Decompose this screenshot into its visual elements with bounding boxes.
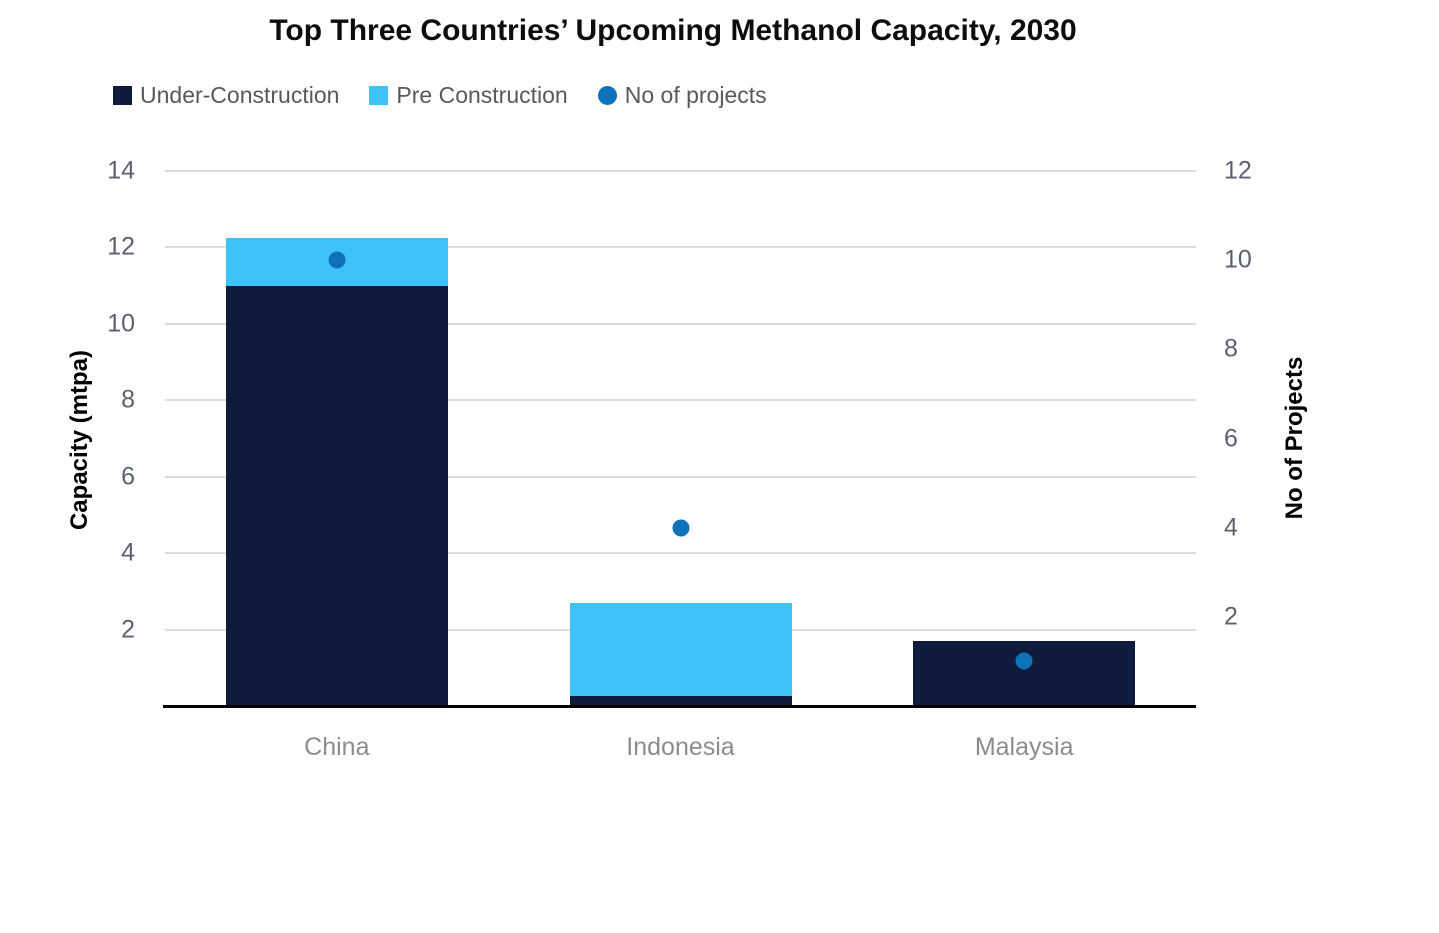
left-axis-tick-label: 12 <box>107 232 135 261</box>
projects-dot-malaysia <box>1015 652 1033 670</box>
under-construction-swatch-icon <box>113 86 132 105</box>
left-axis-tick-label: 4 <box>121 538 135 567</box>
left-axis-tick-label: 14 <box>107 156 135 185</box>
legend-item-under-construction: Under-Construction <box>113 82 339 109</box>
left-axis-tick-label: 2 <box>121 615 135 644</box>
legend-label-no-of-projects: No of projects <box>624 82 767 108</box>
bar-indonesia-pre-construction <box>569 602 792 697</box>
projects-dot-indonesia <box>672 519 689 537</box>
right-axis-tick-label: 12 <box>1224 156 1252 185</box>
legend-label-pre-construction: Pre Construction <box>396 82 568 108</box>
pre-construction-swatch-icon <box>369 86 389 105</box>
x-axis-line <box>163 705 1196 708</box>
projects-dot-swatch-icon <box>597 86 617 105</box>
gridline <box>165 246 1196 249</box>
legend-label-under-construction: Under-Construction <box>140 82 340 108</box>
gridline <box>165 552 1196 555</box>
category-label-indonesia: Indonesia <box>626 733 735 761</box>
category-label-china: China <box>304 733 370 761</box>
left-axis-tick-label: 8 <box>121 385 135 414</box>
right-axis-tick-label: 6 <box>1224 424 1238 452</box>
gridline <box>165 322 1196 325</box>
gridline <box>165 170 1196 172</box>
right-axis-tick-label: 10 <box>1224 245 1252 274</box>
left-axis-tick-label: 6 <box>121 462 135 491</box>
bar-indonesia-under-construction <box>569 696 792 706</box>
right-axis-tick-label: 2 <box>1224 602 1238 631</box>
bar-china-under-construction <box>225 285 448 706</box>
chart-title: Top Three Countries’ Upcoming Methanol C… <box>269 14 1077 47</box>
legend-item-no-of-projects: No of projects <box>597 82 767 109</box>
right-axis-tick-label: 4 <box>1224 513 1238 542</box>
projects-dot-china <box>328 251 346 269</box>
legend-item-pre-construction: Pre Construction <box>369 82 568 109</box>
category-label-malaysia: Malaysia <box>974 733 1074 761</box>
right-axis-tick-label: 8 <box>1224 334 1238 363</box>
gridline <box>165 399 1196 402</box>
left-axis-tick-label: 10 <box>107 309 135 338</box>
bar-malaysia-under-construction <box>913 641 1136 706</box>
left-axis-title: Capacity (mtpa) <box>66 349 93 531</box>
legend: Under-Construction Pre Construction No o… <box>113 82 767 109</box>
gridline <box>165 475 1196 478</box>
